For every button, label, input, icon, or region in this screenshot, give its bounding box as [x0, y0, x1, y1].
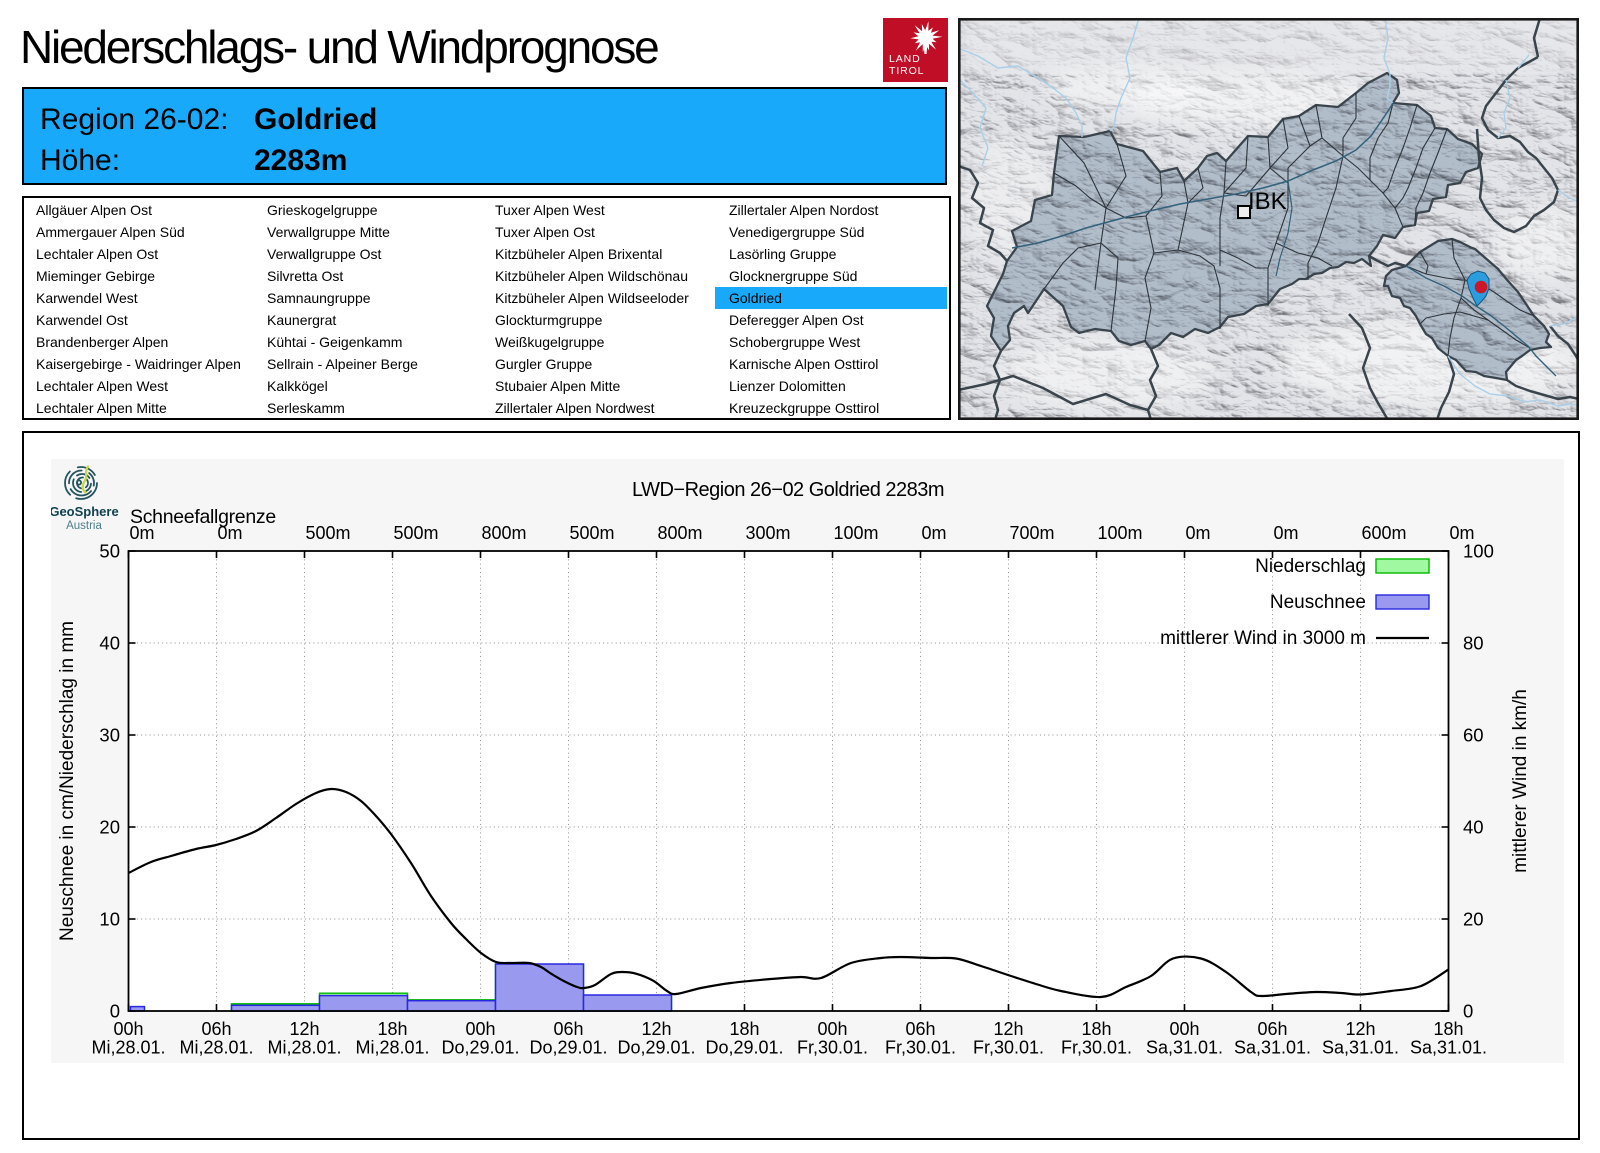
svg-text:Niederschlag: Niederschlag [1255, 556, 1366, 577]
svg-text:0: 0 [1463, 1001, 1473, 1022]
svg-text:60: 60 [1463, 725, 1484, 746]
svg-text:Do,29.01.: Do,29.01. [705, 1038, 783, 1058]
svg-text:Fr,30.01.: Fr,30.01. [797, 1038, 868, 1058]
svg-text:20: 20 [1463, 909, 1484, 930]
svg-text:Austria: Austria [66, 520, 102, 532]
svg-text:800m: 800m [482, 523, 527, 543]
svg-text:06h: 06h [201, 1019, 231, 1039]
svg-text:500m: 500m [306, 523, 351, 543]
svg-text:00h: 00h [465, 1019, 495, 1039]
svg-text:0m: 0m [130, 523, 155, 543]
svg-text:40: 40 [99, 633, 120, 654]
svg-text:0m: 0m [922, 523, 947, 543]
svg-text:00h: 00h [113, 1019, 143, 1039]
svg-text:Fr,30.01.: Fr,30.01. [973, 1038, 1044, 1058]
svg-text:Mi,28.01.: Mi,28.01. [355, 1038, 429, 1058]
svg-text:Fr,30.01.: Fr,30.01. [885, 1038, 956, 1058]
svg-text:0m: 0m [1274, 523, 1299, 543]
svg-text:100m: 100m [1098, 523, 1143, 543]
svg-text:Fr,30.01.: Fr,30.01. [1061, 1038, 1132, 1058]
svg-text:18h: 18h [729, 1019, 759, 1039]
svg-text:12h: 12h [289, 1019, 319, 1039]
svg-text:Mi,28.01.: Mi,28.01. [267, 1038, 341, 1058]
svg-text:06h: 06h [905, 1019, 935, 1039]
svg-text:GeoSphere: GeoSphere [51, 504, 119, 519]
svg-text:Neuschnee: Neuschnee [1270, 592, 1366, 613]
svg-text:Mi,28.01.: Mi,28.01. [179, 1038, 253, 1058]
svg-text:Schneefallgrenze: Schneefallgrenze [130, 506, 276, 528]
svg-text:500m: 500m [394, 523, 439, 543]
svg-text:00h: 00h [1169, 1019, 1199, 1039]
svg-text:30: 30 [99, 725, 120, 746]
svg-text:100: 100 [1463, 541, 1494, 562]
svg-text:500m: 500m [570, 523, 615, 543]
svg-text:Sa,31.01.: Sa,31.01. [1322, 1038, 1399, 1058]
svg-text:18h: 18h [1081, 1019, 1111, 1039]
svg-text:LWD−Region 26−02 Goldried 2283: LWD−Region 26−02 Goldried 2283m [632, 479, 944, 501]
svg-text:800m: 800m [658, 523, 703, 543]
svg-text:06h: 06h [1257, 1019, 1287, 1039]
svg-text:mittlerer Wind in 3000 m: mittlerer Wind in 3000 m [1160, 628, 1366, 649]
svg-text:12h: 12h [993, 1019, 1023, 1039]
svg-text:10: 10 [99, 909, 120, 930]
svg-text:300m: 300m [746, 523, 791, 543]
svg-text:Sa,31.01.: Sa,31.01. [1146, 1038, 1223, 1058]
svg-text:Neuschnee in cm/Niederschlag i: Neuschnee in cm/Niederschlag in mm [57, 621, 78, 941]
svg-text:40: 40 [1463, 817, 1484, 838]
svg-text:20: 20 [99, 817, 120, 838]
svg-text:100m: 100m [834, 523, 879, 543]
svg-text:06h: 06h [553, 1019, 583, 1039]
svg-text:12h: 12h [641, 1019, 671, 1039]
svg-text:Mi,28.01.: Mi,28.01. [91, 1038, 165, 1058]
svg-text:50: 50 [99, 541, 120, 562]
svg-text:0m: 0m [1186, 523, 1211, 543]
svg-text:600m: 600m [1362, 523, 1407, 543]
svg-text:IBK: IBK [1248, 188, 1287, 215]
svg-text:80: 80 [1463, 633, 1484, 654]
svg-text:00h: 00h [817, 1019, 847, 1039]
svg-text:Do,29.01.: Do,29.01. [529, 1038, 607, 1058]
svg-text:18h: 18h [377, 1019, 407, 1039]
svg-text:0: 0 [110, 1001, 120, 1022]
svg-text:Do,29.01.: Do,29.01. [441, 1038, 519, 1058]
svg-text:18h: 18h [1433, 1019, 1463, 1039]
svg-text:Do,29.01.: Do,29.01. [617, 1038, 695, 1058]
svg-text:Sa,31.01.: Sa,31.01. [1234, 1038, 1311, 1058]
svg-text:mittlerer Wind in km/h: mittlerer Wind in km/h [1510, 689, 1531, 873]
svg-text:0m: 0m [218, 523, 243, 543]
svg-text:Sa,31.01.: Sa,31.01. [1410, 1038, 1487, 1058]
svg-text:12h: 12h [1345, 1019, 1375, 1039]
svg-text:700m: 700m [1010, 523, 1055, 543]
svg-text:0m: 0m [1450, 523, 1475, 543]
